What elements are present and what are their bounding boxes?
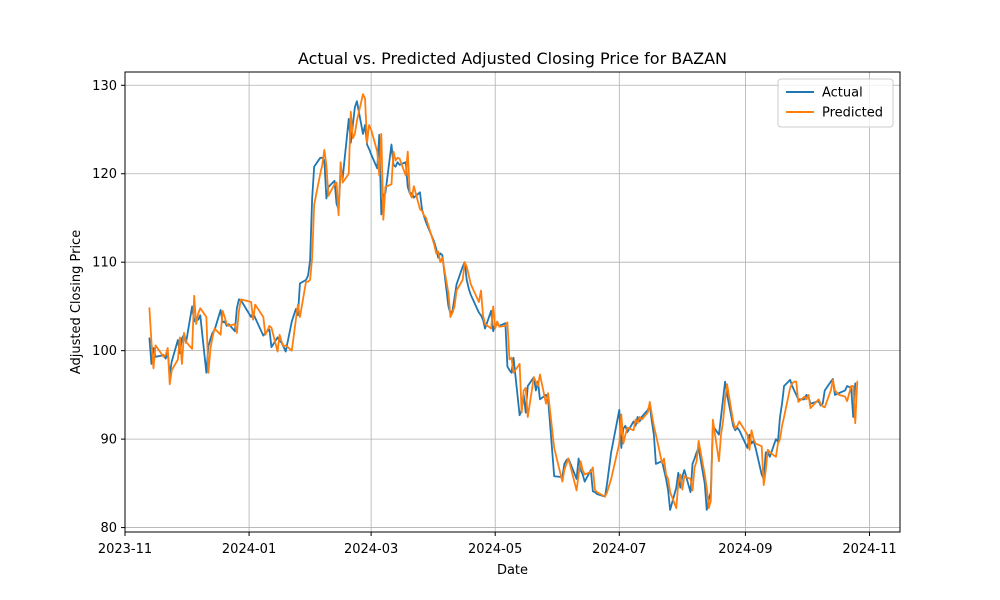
x-tick-label: 2024-09 [718,542,772,557]
x-tick-label: 2024-01 [222,542,276,557]
x-tick-label: 2023-11 [98,542,152,557]
y-axis-label: Adjusted Closing Price [69,230,84,374]
legend-label-actual: Actual [822,86,863,101]
y-tick-label: 120 [92,167,117,182]
series-layer [148,93,859,511]
y-tick-label: 90 [100,433,117,448]
y-tick-label: 130 [92,79,117,94]
y-tick-label: 100 [92,344,117,359]
x-axis-label: Date [497,563,528,578]
x-tick-label: 2024-03 [344,542,398,557]
y-axis: 80 90 100 110 120 130 [92,79,125,536]
plot-frame [124,71,901,533]
x-tick-label: 2024-05 [468,542,522,557]
x-tick-label: 2024-11 [842,542,896,557]
chart-title: Actual vs. Predicted Adjusted Closing Pr… [298,49,727,68]
x-tick-label: 2024-07 [592,542,646,557]
series-line-predicted [148,93,859,510]
y-tick-label: 110 [92,256,117,271]
x-axis: 2023-11 2024-01 2024-03 2024-05 2024-07 2024-… [98,532,897,557]
legend-label-predicted: Predicted [822,106,883,121]
y-tick-label: 80 [100,521,117,536]
legend: Actual Predicted [777,78,894,128]
